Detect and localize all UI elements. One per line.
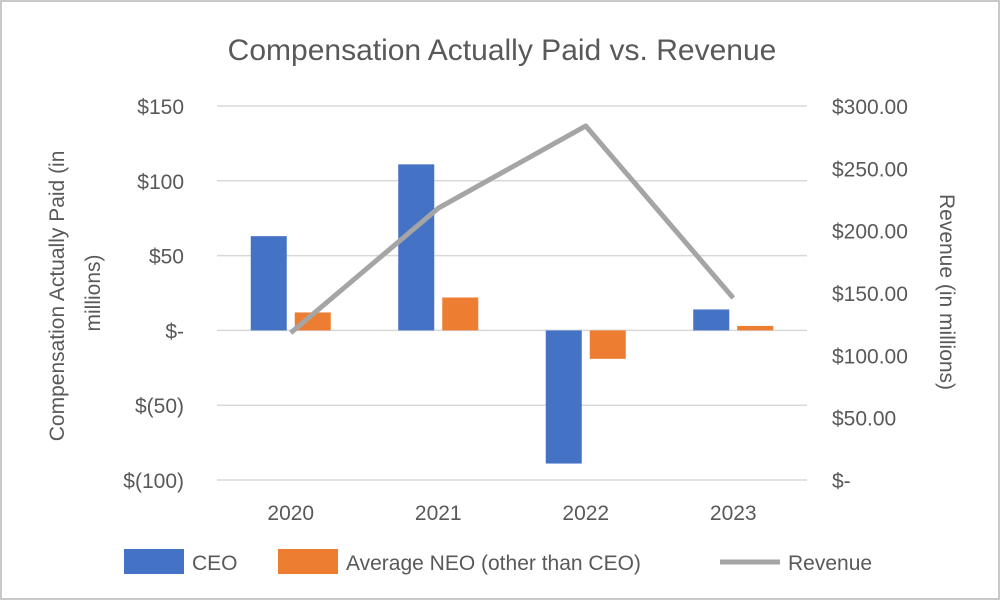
- revenue-line-layer: [289, 123, 736, 335]
- left-axis-label-line-1: Compensation Actually Paid (in: [46, 151, 69, 442]
- right-tick-label: $200.00: [832, 221, 908, 244]
- bars: [250, 164, 774, 464]
- left-tick-label: $-: [165, 320, 184, 343]
- x-axis-ticks: 2020 2021 2022 2023: [267, 502, 756, 525]
- right-axis-ticks: $300.00 $250.00 $200.00 $150.00 $100.00 $50.0…: [832, 96, 908, 493]
- left-axis-label: Compensation Actually Paid (in millions): [46, 145, 105, 442]
- bar-neo: [442, 297, 479, 331]
- right-tick-label: $100.00: [832, 345, 908, 368]
- legend-label: Average NEO (other than CEO): [346, 552, 641, 575]
- left-tick-label: $50: [149, 246, 184, 269]
- legend: CEO Average NEO (other than CEO) Revenue: [124, 549, 872, 575]
- right-tick-label: $250.00: [832, 158, 908, 181]
- revenue-line: [289, 123, 736, 335]
- right-tick-label: $50.00: [832, 408, 896, 431]
- left-axis-label-line-2: millions): [82, 254, 105, 331]
- right-tick-label: $-: [832, 470, 851, 493]
- bar-neo: [294, 312, 331, 331]
- left-tick-label: $(100): [123, 470, 184, 493]
- bar-neo: [737, 325, 774, 331]
- gridlines: [217, 105, 807, 481]
- left-tick-label: $100: [137, 171, 184, 194]
- legend-label: Revenue: [788, 552, 872, 575]
- right-tick-label: $150.00: [832, 283, 908, 306]
- chart-title: Compensation Actually Paid vs. Revenue: [228, 34, 777, 67]
- bar-ceo: [250, 236, 287, 331]
- left-tick-label: $(50): [135, 395, 184, 418]
- legend-swatch: [124, 549, 184, 574]
- right-tick-label: $300.00: [832, 96, 908, 119]
- x-tick-label: 2023: [710, 502, 757, 525]
- bar-ceo: [545, 330, 582, 464]
- bar-ceo: [693, 309, 730, 331]
- bar-ceo: [398, 164, 435, 331]
- left-tick-label: $150: [137, 96, 184, 119]
- legend-label: CEO: [192, 552, 238, 575]
- left-axis-ticks: $150 $100 $50 $- $(50) $(100): [123, 96, 184, 493]
- x-tick-label: 2020: [267, 502, 314, 525]
- x-tick-label: 2022: [562, 502, 609, 525]
- x-tick-label: 2021: [415, 502, 462, 525]
- legend-swatch: [278, 549, 338, 574]
- bar-neo: [589, 330, 626, 359]
- right-axis-label: Revenue (in millions): [935, 194, 958, 390]
